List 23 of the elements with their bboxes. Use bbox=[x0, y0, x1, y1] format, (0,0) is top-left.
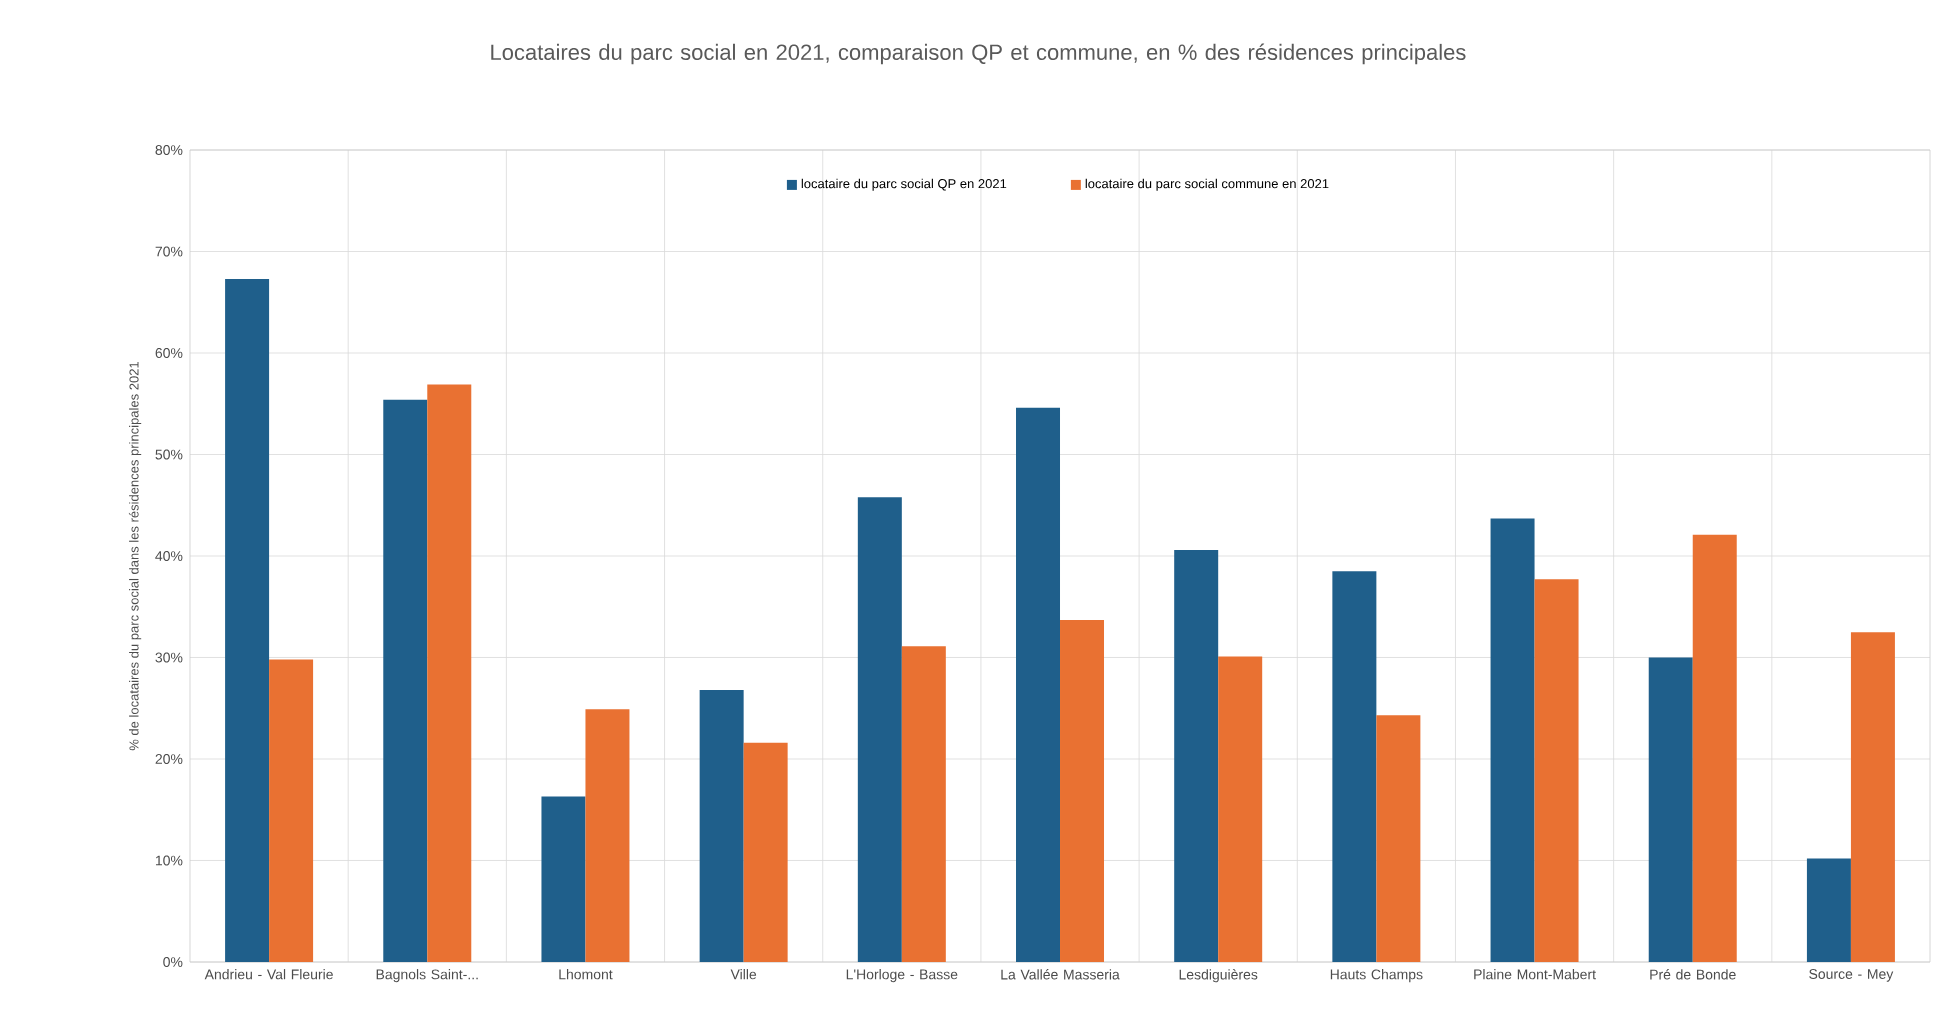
bar bbox=[1534, 579, 1579, 962]
bar bbox=[269, 659, 314, 962]
bar bbox=[383, 399, 428, 962]
bar bbox=[1060, 619, 1105, 962]
bar bbox=[585, 709, 630, 962]
bar bbox=[699, 689, 744, 962]
bar bbox=[1376, 715, 1421, 962]
bar bbox=[1174, 549, 1219, 962]
bar bbox=[1850, 632, 1895, 962]
bar bbox=[1332, 571, 1377, 962]
bar bbox=[225, 278, 270, 962]
chart-title: Locataires du parc social en 2021, comparaison QP et commune, en % des résidences principales bbox=[491, 43, 1466, 65]
bar bbox=[1016, 407, 1061, 962]
bar bbox=[1692, 534, 1737, 962]
bar bbox=[427, 384, 472, 962]
bar bbox=[1648, 657, 1693, 962]
bar bbox=[541, 796, 586, 962]
bar bbox=[901, 646, 946, 962]
bar bbox=[857, 497, 902, 962]
bar bbox=[743, 742, 788, 962]
bar bbox=[1218, 656, 1263, 962]
bar bbox=[1806, 858, 1851, 962]
bar bbox=[1490, 518, 1535, 962]
